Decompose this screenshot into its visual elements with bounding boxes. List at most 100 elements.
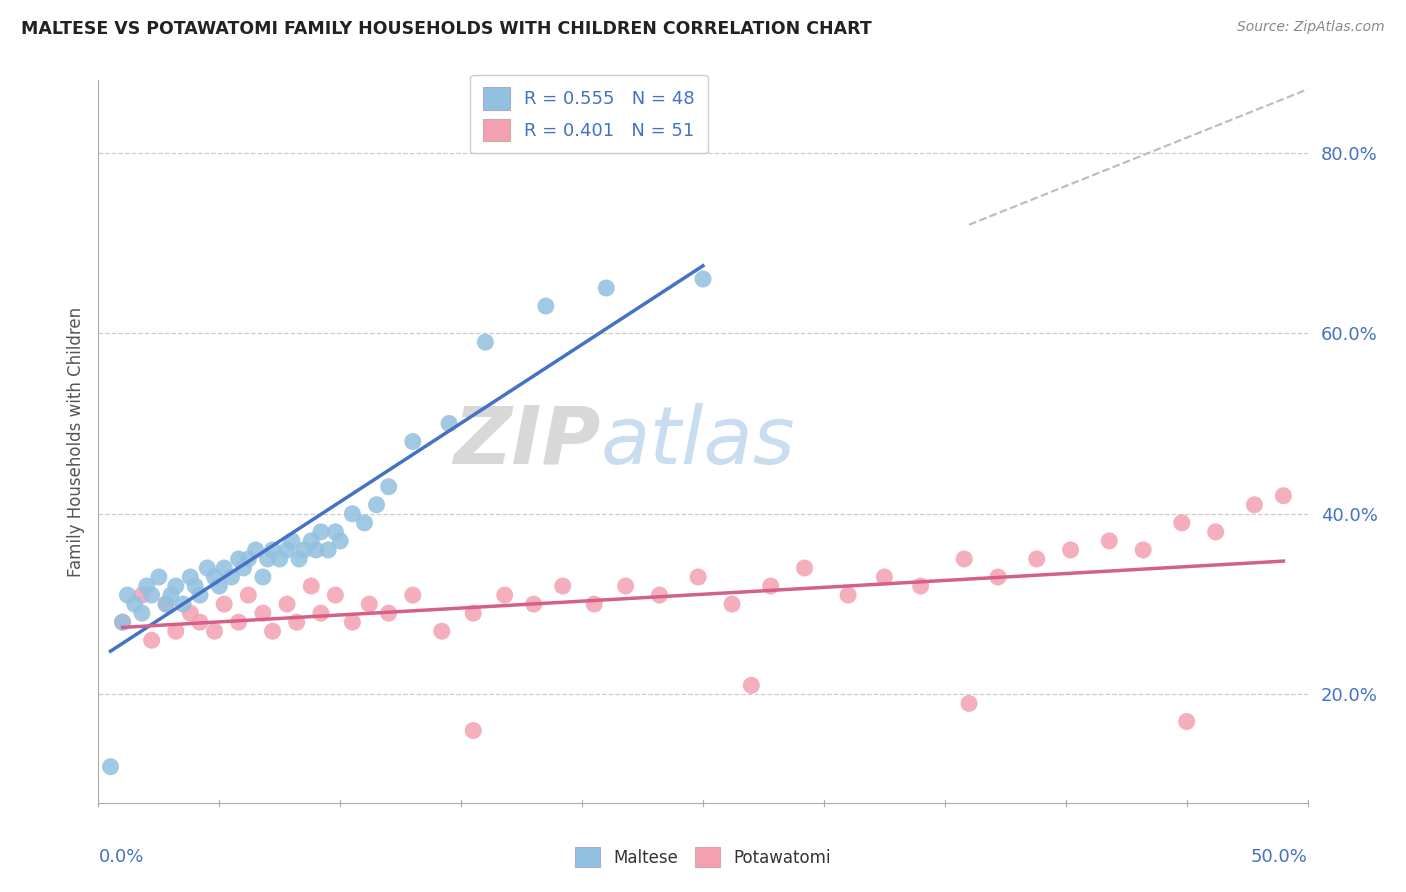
Point [430, 624, 453, 639]
Point [141, 588, 163, 602]
Point [299, 533, 322, 548]
Point [141, 633, 163, 648]
Point [688, 570, 710, 584]
Point [402, 588, 425, 602]
Point [329, 533, 352, 548]
Point [377, 606, 399, 620]
Point [325, 524, 347, 539]
Point [165, 624, 187, 639]
Point [474, 335, 496, 350]
Point [740, 678, 762, 692]
Point [160, 588, 183, 602]
Point [463, 723, 485, 738]
Point [1175, 714, 1198, 729]
Point [252, 606, 274, 620]
Point [204, 570, 226, 584]
Point [238, 588, 260, 602]
Point [614, 579, 637, 593]
Point [437, 417, 460, 431]
Point [117, 588, 139, 602]
Point [316, 542, 339, 557]
Point [523, 597, 546, 611]
Point [111, 615, 134, 630]
Point [342, 615, 364, 630]
Point [269, 552, 291, 566]
Point [793, 561, 815, 575]
Point [292, 542, 315, 557]
Point [1243, 498, 1265, 512]
Point [534, 299, 557, 313]
Text: Source: ZipAtlas.com: Source: ZipAtlas.com [1237, 20, 1385, 34]
Text: atlas: atlas [600, 402, 794, 481]
Point [325, 588, 347, 602]
Point [285, 615, 308, 630]
Point [873, 570, 896, 584]
Point [721, 597, 744, 611]
Point [494, 588, 516, 602]
Point [1059, 542, 1081, 557]
Point [342, 507, 364, 521]
Point [204, 624, 226, 639]
Point [179, 570, 201, 584]
Point [232, 561, 254, 575]
Point [111, 615, 134, 630]
Point [208, 579, 231, 593]
Point [148, 570, 170, 584]
Point [402, 434, 425, 449]
Point [692, 272, 714, 286]
Point [155, 597, 177, 611]
Point [131, 588, 153, 602]
Point [179, 606, 201, 620]
Point [583, 597, 606, 611]
Point [256, 552, 278, 566]
Point [1098, 533, 1121, 548]
Point [221, 570, 243, 584]
Point [309, 524, 332, 539]
Point [212, 561, 235, 575]
Point [1025, 552, 1047, 566]
Text: MALTESE VS POTAWATOMI FAMILY HOUSEHOLDS WITH CHILDREN CORRELATION CHART: MALTESE VS POTAWATOMI FAMILY HOUSEHOLDS … [21, 20, 872, 37]
Point [837, 588, 859, 602]
Point [131, 606, 153, 620]
Point [155, 597, 177, 611]
Point [281, 533, 304, 548]
Point [100, 760, 122, 774]
Point [309, 606, 332, 620]
Point [648, 588, 671, 602]
Point [1205, 524, 1227, 539]
Point [377, 480, 399, 494]
Text: 0.0%: 0.0% [98, 848, 143, 866]
Text: ZIP: ZIP [453, 402, 600, 481]
Point [953, 552, 976, 566]
Point [551, 579, 574, 593]
Point [238, 552, 260, 566]
Point [262, 624, 284, 639]
Point [1132, 542, 1154, 557]
Point [188, 588, 211, 602]
Point [124, 597, 146, 611]
Point [1272, 489, 1295, 503]
Point [276, 542, 298, 557]
Point [245, 542, 267, 557]
Point [228, 552, 250, 566]
Point [299, 579, 322, 593]
Point [188, 615, 211, 630]
Point [288, 552, 311, 566]
Point [252, 570, 274, 584]
Point [276, 597, 298, 611]
Point [1171, 516, 1194, 530]
Point [165, 579, 187, 593]
Point [172, 597, 194, 611]
Point [212, 597, 235, 611]
Point [184, 579, 207, 593]
Point [135, 579, 157, 593]
Y-axis label: Family Households with Children: Family Households with Children [66, 307, 84, 576]
Point [359, 597, 381, 611]
Point [957, 697, 980, 711]
Point [262, 542, 284, 557]
Point [195, 561, 218, 575]
Point [595, 281, 617, 295]
Point [463, 606, 485, 620]
Point [759, 579, 782, 593]
Point [987, 570, 1010, 584]
